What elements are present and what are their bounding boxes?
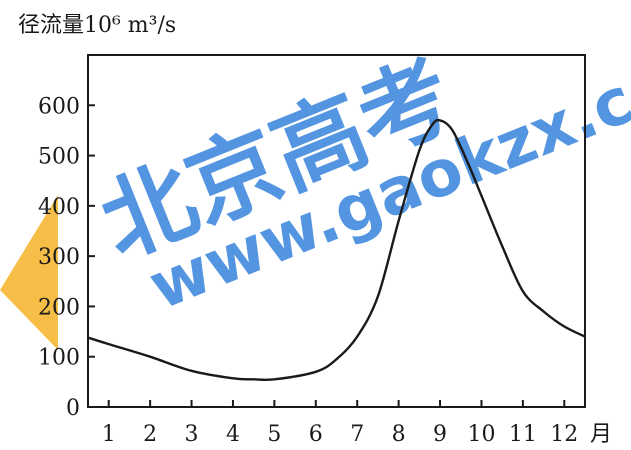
y-tick-label: 500 bbox=[38, 145, 80, 170]
y-tick-label: 200 bbox=[38, 295, 80, 320]
x-axis-unit-label: 月 bbox=[590, 422, 612, 447]
x-tick-label: 8 bbox=[392, 422, 406, 447]
x-tick-label: 6 bbox=[309, 422, 323, 447]
x-tick-label: 2 bbox=[143, 422, 157, 447]
y-tick-label: 100 bbox=[38, 346, 80, 371]
y-tick-label: 0 bbox=[66, 396, 80, 421]
y-tick-label: 300 bbox=[38, 245, 80, 270]
x-tick-label: 9 bbox=[433, 422, 447, 447]
x-tick-label: 5 bbox=[267, 422, 281, 447]
y-tick-label: 400 bbox=[38, 195, 80, 220]
watermark-accent-triangle bbox=[0, 195, 58, 350]
watermark: 北京高考 www.gaokzx.com bbox=[0, 22, 631, 350]
plot-frame bbox=[87, 54, 586, 408]
x-tick-label: 10 bbox=[467, 422, 495, 447]
x-tick-label: 12 bbox=[550, 422, 578, 447]
x-ticks: 1 2 3 4 5 6 7 8 9 10 11 12 bbox=[102, 400, 578, 447]
x-tick-label: 3 bbox=[185, 422, 199, 447]
y-axis-title: 径流量10⁶ m³/s bbox=[18, 13, 176, 38]
y-ticks: 0 100 200 300 400 500 600 bbox=[38, 94, 95, 421]
y-tick-label: 600 bbox=[38, 94, 80, 119]
series-layer bbox=[87, 118, 586, 382]
x-tick-label: 11 bbox=[509, 422, 537, 447]
runoff-line bbox=[87, 118, 586, 382]
x-tick-label: 7 bbox=[350, 422, 364, 447]
x-tick-label: 1 bbox=[102, 422, 116, 447]
x-tick-label: 4 bbox=[226, 422, 240, 447]
